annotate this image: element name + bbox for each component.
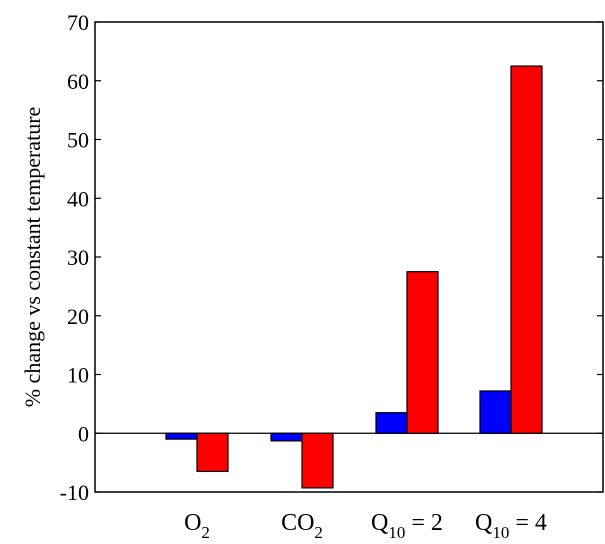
y-tick-label: 30 bbox=[67, 245, 89, 270]
bar-series-1-3 bbox=[375, 412, 408, 434]
y-tick-label: 40 bbox=[67, 186, 89, 211]
y-tick-label: 70 bbox=[67, 10, 89, 35]
y-tick-label: 60 bbox=[67, 69, 89, 94]
y-tick-label: -10 bbox=[60, 480, 89, 505]
y-tick-label: 10 bbox=[67, 363, 89, 388]
y-axis-label: % change vs constant temperature bbox=[20, 107, 45, 408]
bar-series-1-1 bbox=[165, 432, 198, 440]
x-category-label: O2 bbox=[184, 510, 210, 542]
bar-series-2-3 bbox=[406, 271, 439, 434]
bar-series-2-4 bbox=[510, 65, 543, 434]
bar-series-2-2 bbox=[301, 432, 334, 489]
x-axis: O2 CO2 Q10 = 2 Q10 = 4 bbox=[184, 510, 547, 542]
bar-series-1-4 bbox=[479, 390, 512, 434]
y-tick-label: 0 bbox=[78, 421, 89, 446]
y-tick-label: 20 bbox=[67, 304, 89, 329]
y-axis: -10 0 10 20 30 40 50 60 70 bbox=[60, 10, 603, 505]
y-tick-label: 50 bbox=[67, 128, 89, 153]
x-category-label: CO2 bbox=[281, 510, 323, 542]
bar-series-1-2 bbox=[270, 432, 303, 442]
x-category-label: Q10 = 4 bbox=[475, 510, 547, 542]
x-category-label: Q10 = 2 bbox=[371, 510, 443, 542]
bar-series-2-1 bbox=[196, 432, 229, 473]
bars bbox=[165, 65, 543, 489]
